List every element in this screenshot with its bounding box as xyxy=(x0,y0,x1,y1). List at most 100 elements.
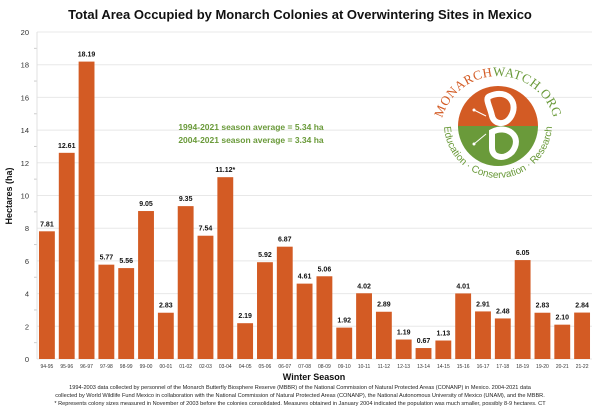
average-annotation-1: 1994-2021 season average = 5.34 ha xyxy=(178,122,324,132)
x-tick-label: 96-97 xyxy=(80,364,93,370)
y-axis-label: Hectares (ha) xyxy=(4,167,14,224)
bar-97-98 xyxy=(98,264,115,359)
bar-94-95 xyxy=(38,231,55,359)
bar-08-09 xyxy=(316,276,333,359)
x-tick-label: 15-16 xyxy=(457,364,470,370)
y-tick-label: 0 xyxy=(25,355,29,364)
data-label: 5.77 xyxy=(100,255,114,262)
x-axis-ticks: 94-95 95-96 96-97 97-98 98-99 99-00 00-01 01-02… xyxy=(41,364,589,370)
data-label: 7.81 xyxy=(40,221,54,228)
data-label: 9.05 xyxy=(139,201,153,208)
x-tick-label: 00-01 xyxy=(159,364,172,370)
bar-05-06 xyxy=(257,262,273,359)
average-annotation-2: 2004-2021 season average = 3.34 ha xyxy=(178,135,324,145)
data-label: 1.92 xyxy=(337,318,351,325)
y-tick-label: 20 xyxy=(21,28,29,37)
chart-title: Total Area Occupied by Monarch Colonies … xyxy=(68,7,532,22)
data-label: 5.92 xyxy=(258,252,272,259)
data-label: 6.05 xyxy=(516,250,530,257)
bar-13-14 xyxy=(415,348,432,359)
data-label: 11.12* xyxy=(215,167,235,174)
x-tick-label: 97-98 xyxy=(100,364,113,370)
data-label: 4.61 xyxy=(298,274,312,281)
x-tick-label: 95-96 xyxy=(60,364,73,370)
x-tick-label: 09-10 xyxy=(338,364,351,370)
y-tick-label: 8 xyxy=(25,224,29,233)
bar-09-10 xyxy=(336,327,353,359)
y-tick-label: 4 xyxy=(25,290,29,299)
x-tick-label: 04-05 xyxy=(239,364,252,370)
x-tick-label: 13-14 xyxy=(417,364,430,370)
data-label: 2.83 xyxy=(159,303,173,310)
y-tick-label: 12 xyxy=(21,159,29,168)
x-tick-label: 16-17 xyxy=(477,364,490,370)
data-label: 5.06 xyxy=(318,266,332,273)
x-tick-label: 02-03 xyxy=(199,364,212,370)
data-label: 0.67 xyxy=(417,338,431,345)
footnote-line-2: collected by World Wildlife Fund Mexico … xyxy=(55,393,545,399)
data-label: 18.19 xyxy=(78,52,96,59)
data-label: 2.19 xyxy=(238,313,252,320)
x-tick-label: 14-15 xyxy=(437,364,450,370)
x-tick-label: 01-02 xyxy=(179,364,192,370)
data-label: 2.89 xyxy=(377,302,391,309)
x-tick-label: 08-09 xyxy=(318,364,331,370)
bar-96-97 xyxy=(78,61,95,359)
bar-21-22 xyxy=(574,312,591,359)
y-tick-label: 18 xyxy=(21,61,29,70)
butterfly-icon xyxy=(484,91,519,160)
x-tick-label: 05-06 xyxy=(259,364,272,370)
data-label: 1.13 xyxy=(437,331,451,338)
bar-19-20 xyxy=(534,312,551,359)
x-tick-label: 21-22 xyxy=(576,364,589,370)
bar-01-02 xyxy=(177,206,194,359)
bar-18-19 xyxy=(514,260,531,359)
y-tick-label: 2 xyxy=(25,322,29,331)
data-label: 4.02 xyxy=(357,283,371,290)
bar-17-18 xyxy=(494,318,511,359)
y-tick-label: 6 xyxy=(25,257,29,266)
y-axis-ticks: 0 2 4 6 8 10 12 14 16 18 20 xyxy=(21,28,29,364)
data-labels: 7.81 12.61 18.19 5.77 5.56 9.05 2.83 9.35 7.54 11… xyxy=(40,52,589,345)
data-label: 6.87 xyxy=(278,237,292,244)
bar-03-04 xyxy=(217,177,234,359)
x-tick-label: 99-00 xyxy=(140,364,153,370)
x-tick-label: 03-04 xyxy=(219,364,232,370)
data-label: 2.84 xyxy=(575,303,589,310)
x-tick-label: 12-13 xyxy=(397,364,410,370)
x-tick-label: 10-11 xyxy=(358,364,371,370)
footnote-line-3: * Represents colony sizes measured in No… xyxy=(54,401,546,407)
x-axis-label: Winter Season xyxy=(283,372,345,382)
footnote-line-1: 1994-2003 data collected by personnel of… xyxy=(69,385,531,391)
x-tick-label: 19-20 xyxy=(536,364,549,370)
x-tick-label: 98-99 xyxy=(120,364,133,370)
bar-12-13 xyxy=(395,339,412,359)
monarch-watch-logo: MONARCHWATCH.ORG Education · Conservatio… xyxy=(431,64,565,181)
bar-00-01 xyxy=(157,312,174,359)
bar-10-11 xyxy=(356,293,372,359)
y-tick-label: 14 xyxy=(21,126,29,135)
data-label: 2.48 xyxy=(496,308,510,315)
bar-11-12 xyxy=(375,311,392,359)
y-tick-label: 10 xyxy=(21,192,29,201)
bar-99-00 xyxy=(138,211,154,359)
x-tick-label: 18-19 xyxy=(516,364,529,370)
y-tick-label: 16 xyxy=(21,93,29,102)
data-label: 12.61 xyxy=(58,143,76,150)
x-tick-label: 07-08 xyxy=(298,364,311,370)
bars xyxy=(38,61,591,359)
x-tick-label: 06-07 xyxy=(278,364,291,370)
bar-20-21 xyxy=(554,324,571,359)
data-label: 4.01 xyxy=(456,283,470,290)
bar-07-08 xyxy=(296,283,313,359)
bar-02-03 xyxy=(197,235,214,359)
data-label: 5.56 xyxy=(119,258,133,265)
x-tick-label: 17-18 xyxy=(496,364,509,370)
bar-06-07 xyxy=(276,246,293,359)
data-label: 2.10 xyxy=(555,315,569,322)
data-label: 7.54 xyxy=(199,226,213,233)
data-label: 2.91 xyxy=(476,301,490,308)
bar-15-16 xyxy=(455,293,472,359)
x-tick-label: 20-21 xyxy=(556,364,569,370)
